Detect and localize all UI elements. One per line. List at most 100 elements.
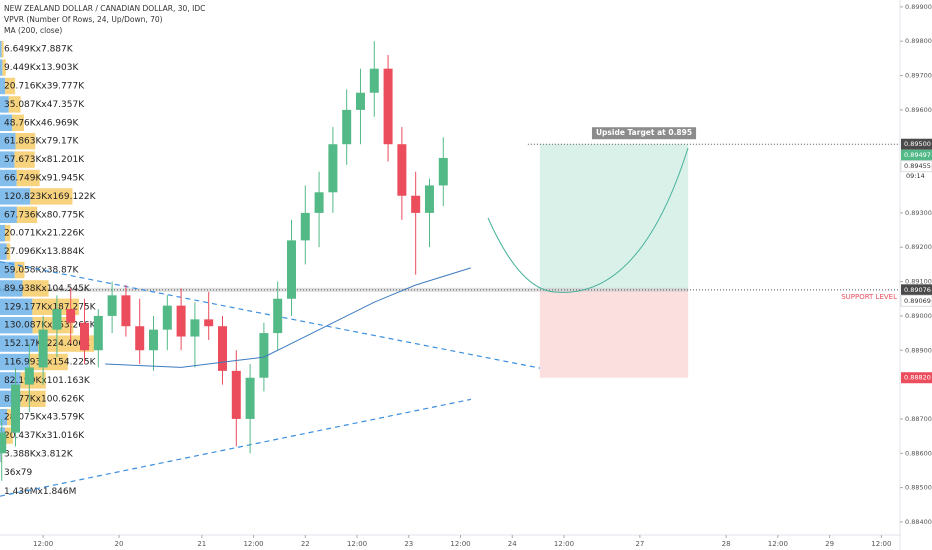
candle-body <box>149 329 159 351</box>
candle-body <box>217 326 227 371</box>
x-tick-label: 24 <box>508 540 517 548</box>
x-tick-label: 27 <box>635 540 644 548</box>
loss-zone <box>539 289 689 378</box>
price-label: 0.89497 <box>904 151 931 159</box>
candle-body <box>66 309 76 323</box>
vpvr-label: 130.087Kx163.266K <box>4 321 97 331</box>
vpvr-down-bar <box>6 243 11 260</box>
candle-body <box>328 144 338 193</box>
vpvr-up-bar <box>0 243 7 260</box>
candle-body <box>342 109 352 145</box>
vpvr-up-bar <box>0 317 33 334</box>
price-label: 0.89076 <box>904 286 931 294</box>
y-tick-label: 0.88900 <box>905 346 932 354</box>
profit-zone <box>539 144 689 290</box>
vpvr-label: 82.199Kx101.163K <box>4 376 91 386</box>
countdown: 09:14 <box>906 172 925 180</box>
vpvr-down-bar <box>16 169 40 187</box>
vpvr-down-bar <box>5 225 11 242</box>
price-label-box <box>900 160 932 173</box>
candle-body <box>355 92 365 110</box>
vpvr-up-bar <box>0 409 8 426</box>
vpvr-down-bar <box>20 390 46 407</box>
vpvr-up-bar <box>0 59 3 76</box>
price-label: 0.89455 <box>904 162 931 170</box>
vpvr-down-bar <box>2 59 6 76</box>
vpvr-down-bar <box>1 41 4 58</box>
x-tick-label: 12:00 <box>450 540 470 548</box>
x-tick-label: 12:00 <box>33 540 53 548</box>
vpvr-label: 61.863Kx79.17K <box>4 137 79 147</box>
vpvr-label: 66.749Kx91.945K <box>4 174 85 184</box>
vpvr-up-bar <box>0 114 13 131</box>
vpvr-label: 20.716Kx39.777K <box>4 82 85 92</box>
candle-body <box>314 192 324 213</box>
vpvr-up-bar <box>0 169 17 187</box>
vpvr-down-bar <box>12 114 24 131</box>
vpvr-label: 59.058Kx38.87K <box>4 266 79 276</box>
y-tick-label: 0.89300 <box>905 209 932 217</box>
vpvr-label: 35.087Kx47.357K <box>4 100 85 110</box>
y-tick-label: 0.89200 <box>905 243 932 251</box>
vpvr-label: 20.071Kx21.226K <box>4 229 85 239</box>
candle-body <box>383 68 393 145</box>
vpvr-down-bar <box>15 133 36 150</box>
y-tick-label: 0.89100 <box>905 278 932 286</box>
vpvr-up-bar <box>0 353 30 371</box>
candle-body <box>259 333 269 378</box>
vpvr-label: 129.177Kx187.275K <box>4 302 97 312</box>
x-tick-label: 23 <box>404 540 413 548</box>
candle-body <box>438 157 448 186</box>
candle-body <box>273 298 283 334</box>
vpvr-down-bar <box>5 77 16 95</box>
vpvr-label: 3.388Kx3.812K <box>4 450 74 460</box>
moving-average <box>105 267 472 368</box>
vpvr-up-bar <box>0 261 15 279</box>
support-label: SUPPORT LEVEL <box>841 293 897 301</box>
candle-body <box>231 370 241 419</box>
candle-body <box>190 319 200 337</box>
price-label-box <box>901 149 932 161</box>
vpvr-label: 89.938Kx104.545K <box>4 284 91 294</box>
candle-body <box>38 329 48 368</box>
candle-body <box>369 68 379 93</box>
candle-body <box>24 367 34 385</box>
indicator-label: MA (200, close) <box>4 26 62 35</box>
candle-body <box>245 377 255 419</box>
chart-title: NEW ZEALAND DOLLAR / CANADIAN DOLLAR, 30… <box>4 4 205 13</box>
price-label-box <box>901 284 932 296</box>
y-tick-label: 0.89600 <box>905 106 932 114</box>
y-tick-label: 0.89700 <box>905 72 932 80</box>
vpvr-label: 20.437Kx31.016K <box>4 431 85 441</box>
vpvr-down-bar <box>30 188 73 205</box>
x-tick-label: 28 <box>722 540 731 548</box>
vpvr-label: 57.673Kx81.201K <box>4 155 85 165</box>
x-tick-label: 12:00 <box>554 540 574 548</box>
x-tick-label: 21 <box>197 540 206 548</box>
y-tick-label: 0.88600 <box>905 449 932 457</box>
candle-body <box>176 305 186 337</box>
candle-body <box>107 295 117 316</box>
vpvr-label: 48.76Kx46.969K <box>4 118 79 128</box>
candle-body <box>424 185 434 213</box>
vpvr-label: 28.075Kx43.579K <box>4 413 85 423</box>
candle-body <box>11 384 21 433</box>
projection-curve <box>487 147 689 293</box>
vpvr-down-bar <box>8 96 21 113</box>
y-tick-label: 0.89800 <box>905 37 932 45</box>
vpvr-up-bar <box>0 335 39 352</box>
vpvr-label: 67.736Kx80.775K <box>4 210 85 220</box>
vpvr-up-bar <box>0 151 15 168</box>
x-tick-label: 20 <box>115 540 124 548</box>
vpvr-label: 9.449Kx13.903K <box>4 63 79 73</box>
vpvr-up-bar <box>0 96 9 113</box>
vpvr-total: 1.436Mx1.846M <box>4 487 76 497</box>
vpvr-up-bar <box>0 280 23 297</box>
vpvr-up-bar <box>0 133 16 150</box>
candle-body <box>397 144 407 196</box>
candle-body <box>411 195 421 213</box>
price-label-box <box>901 138 932 150</box>
